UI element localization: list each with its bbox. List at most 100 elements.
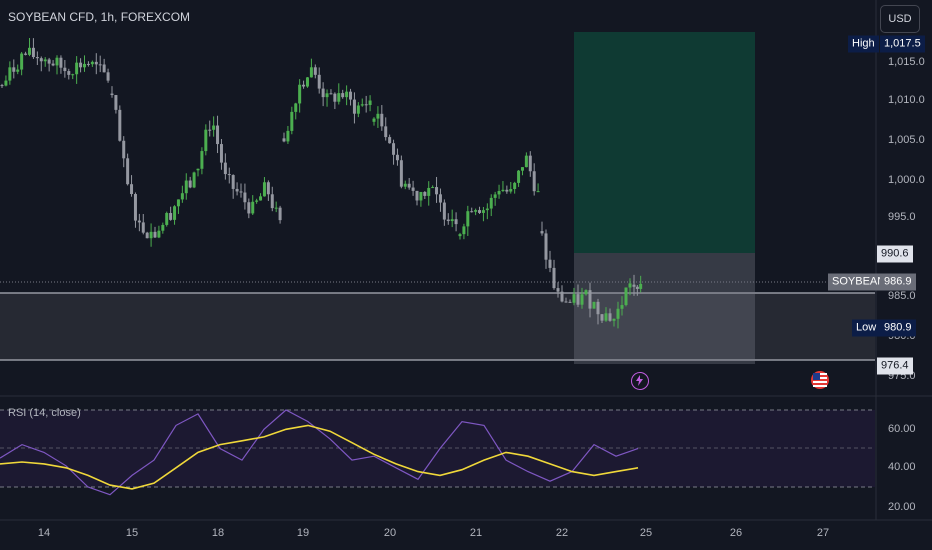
candle-body[interactable] [302,84,306,87]
candle-body[interactable] [517,170,521,183]
candle-body[interactable] [200,151,204,169]
candle-body[interactable] [388,137,392,144]
candle-body[interactable] [612,318,616,321]
candle-body[interactable] [329,93,333,95]
target-zone[interactable] [574,32,755,253]
candle-body[interactable] [118,109,122,141]
candle-body[interactable] [192,172,196,188]
candle-body[interactable] [266,182,270,195]
candle-body[interactable] [216,125,220,145]
candle-body[interactable] [411,187,415,191]
candle-body[interactable] [59,57,63,68]
candle-body[interactable] [513,182,517,190]
candle-body[interactable] [485,208,489,211]
candle-body[interactable] [572,294,576,303]
candle-body[interactable] [481,210,485,213]
candle-body[interactable] [12,67,16,72]
rsi-ma-line[interactable] [0,424,639,490]
candle-body[interactable] [419,191,423,201]
candle-body[interactable] [446,219,450,222]
candle-body[interactable] [474,210,478,212]
candle-body[interactable] [255,200,259,202]
candle-body[interactable] [24,53,28,55]
candle-body[interactable] [294,103,298,112]
candle-body[interactable] [223,162,227,175]
candle-body[interactable] [122,140,126,159]
candles-group[interactable] [0,37,643,329]
candle-body[interactable] [608,313,612,321]
candle-body[interactable] [204,129,208,152]
candle-body[interactable] [454,219,458,225]
candle-body[interactable] [219,144,223,163]
candle-body[interactable] [632,284,636,287]
candle-body[interactable] [180,193,184,200]
candle-body[interactable] [137,220,141,223]
candle-body[interactable] [286,130,290,142]
candle-body[interactable] [259,196,263,201]
candle-body[interactable] [376,113,380,119]
candle-body[interactable] [20,53,24,70]
candle-body[interactable] [31,47,35,58]
candle-body[interactable] [325,93,329,98]
candle-body[interactable] [380,113,384,127]
candle-body[interactable] [188,180,192,188]
candle-body[interactable] [227,174,231,176]
candle-body[interactable] [392,143,396,155]
us-flag-event-icon[interactable] [811,371,829,389]
candle-body[interactable] [79,62,83,68]
candle-body[interactable] [309,67,313,78]
candle-body[interactable] [63,67,67,72]
candle-body[interactable] [580,294,584,305]
candle-body[interactable] [313,67,317,75]
candle-body[interactable] [438,194,442,203]
candle-body[interactable] [466,211,470,227]
candle-body[interactable] [604,313,608,321]
candle-body[interactable] [639,283,643,289]
candle-body[interactable] [16,69,20,72]
candle-body[interactable] [274,207,278,209]
candle-body[interactable] [588,290,592,309]
candle-body[interactable] [564,301,568,303]
candle-body[interactable] [270,194,274,209]
candle-body[interactable] [478,210,482,213]
candle-body[interactable] [372,118,376,122]
candle-body[interactable] [235,188,239,192]
candle-body[interactable] [352,99,356,114]
candle-body[interactable] [298,84,302,104]
candle-body[interactable] [403,183,407,187]
candle-body[interactable] [102,64,106,73]
candle-body[interactable] [282,138,286,142]
candle-body[interactable] [106,72,110,81]
candle-body[interactable] [345,91,349,98]
candle-body[interactable] [94,61,98,65]
candle-body[interactable] [584,290,588,295]
candle-body[interactable] [628,283,632,288]
candle-body[interactable] [360,104,364,106]
candle-body[interactable] [176,199,180,207]
candle-body[interactable] [596,301,600,315]
candle-body[interactable] [133,194,137,221]
candle-body[interactable] [184,180,188,194]
candle-body[interactable] [470,211,474,213]
candle-body[interactable] [4,80,8,86]
candle-body[interactable] [395,154,399,161]
candle-body[interactable] [130,184,134,195]
candle-body[interactable] [442,202,446,220]
rsi-line[interactable] [0,409,639,496]
candle-body[interactable] [536,191,540,193]
candle-body[interactable] [624,287,628,306]
candle-body[interactable] [592,301,596,309]
candle-body[interactable] [317,74,321,89]
lightning-event-icon[interactable] [631,372,649,390]
candle-body[interactable] [497,190,501,195]
candle-body[interactable] [620,305,624,309]
candle-body[interactable] [576,294,580,305]
candle-body[interactable] [251,201,255,214]
candle-body[interactable] [90,61,94,65]
rsi-title[interactable]: RSI (14, close) [8,407,81,419]
candle-body[interactable] [450,219,454,222]
candle-body[interactable] [556,288,560,292]
candle-body[interactable] [493,194,497,198]
candle-body[interactable] [35,57,39,59]
